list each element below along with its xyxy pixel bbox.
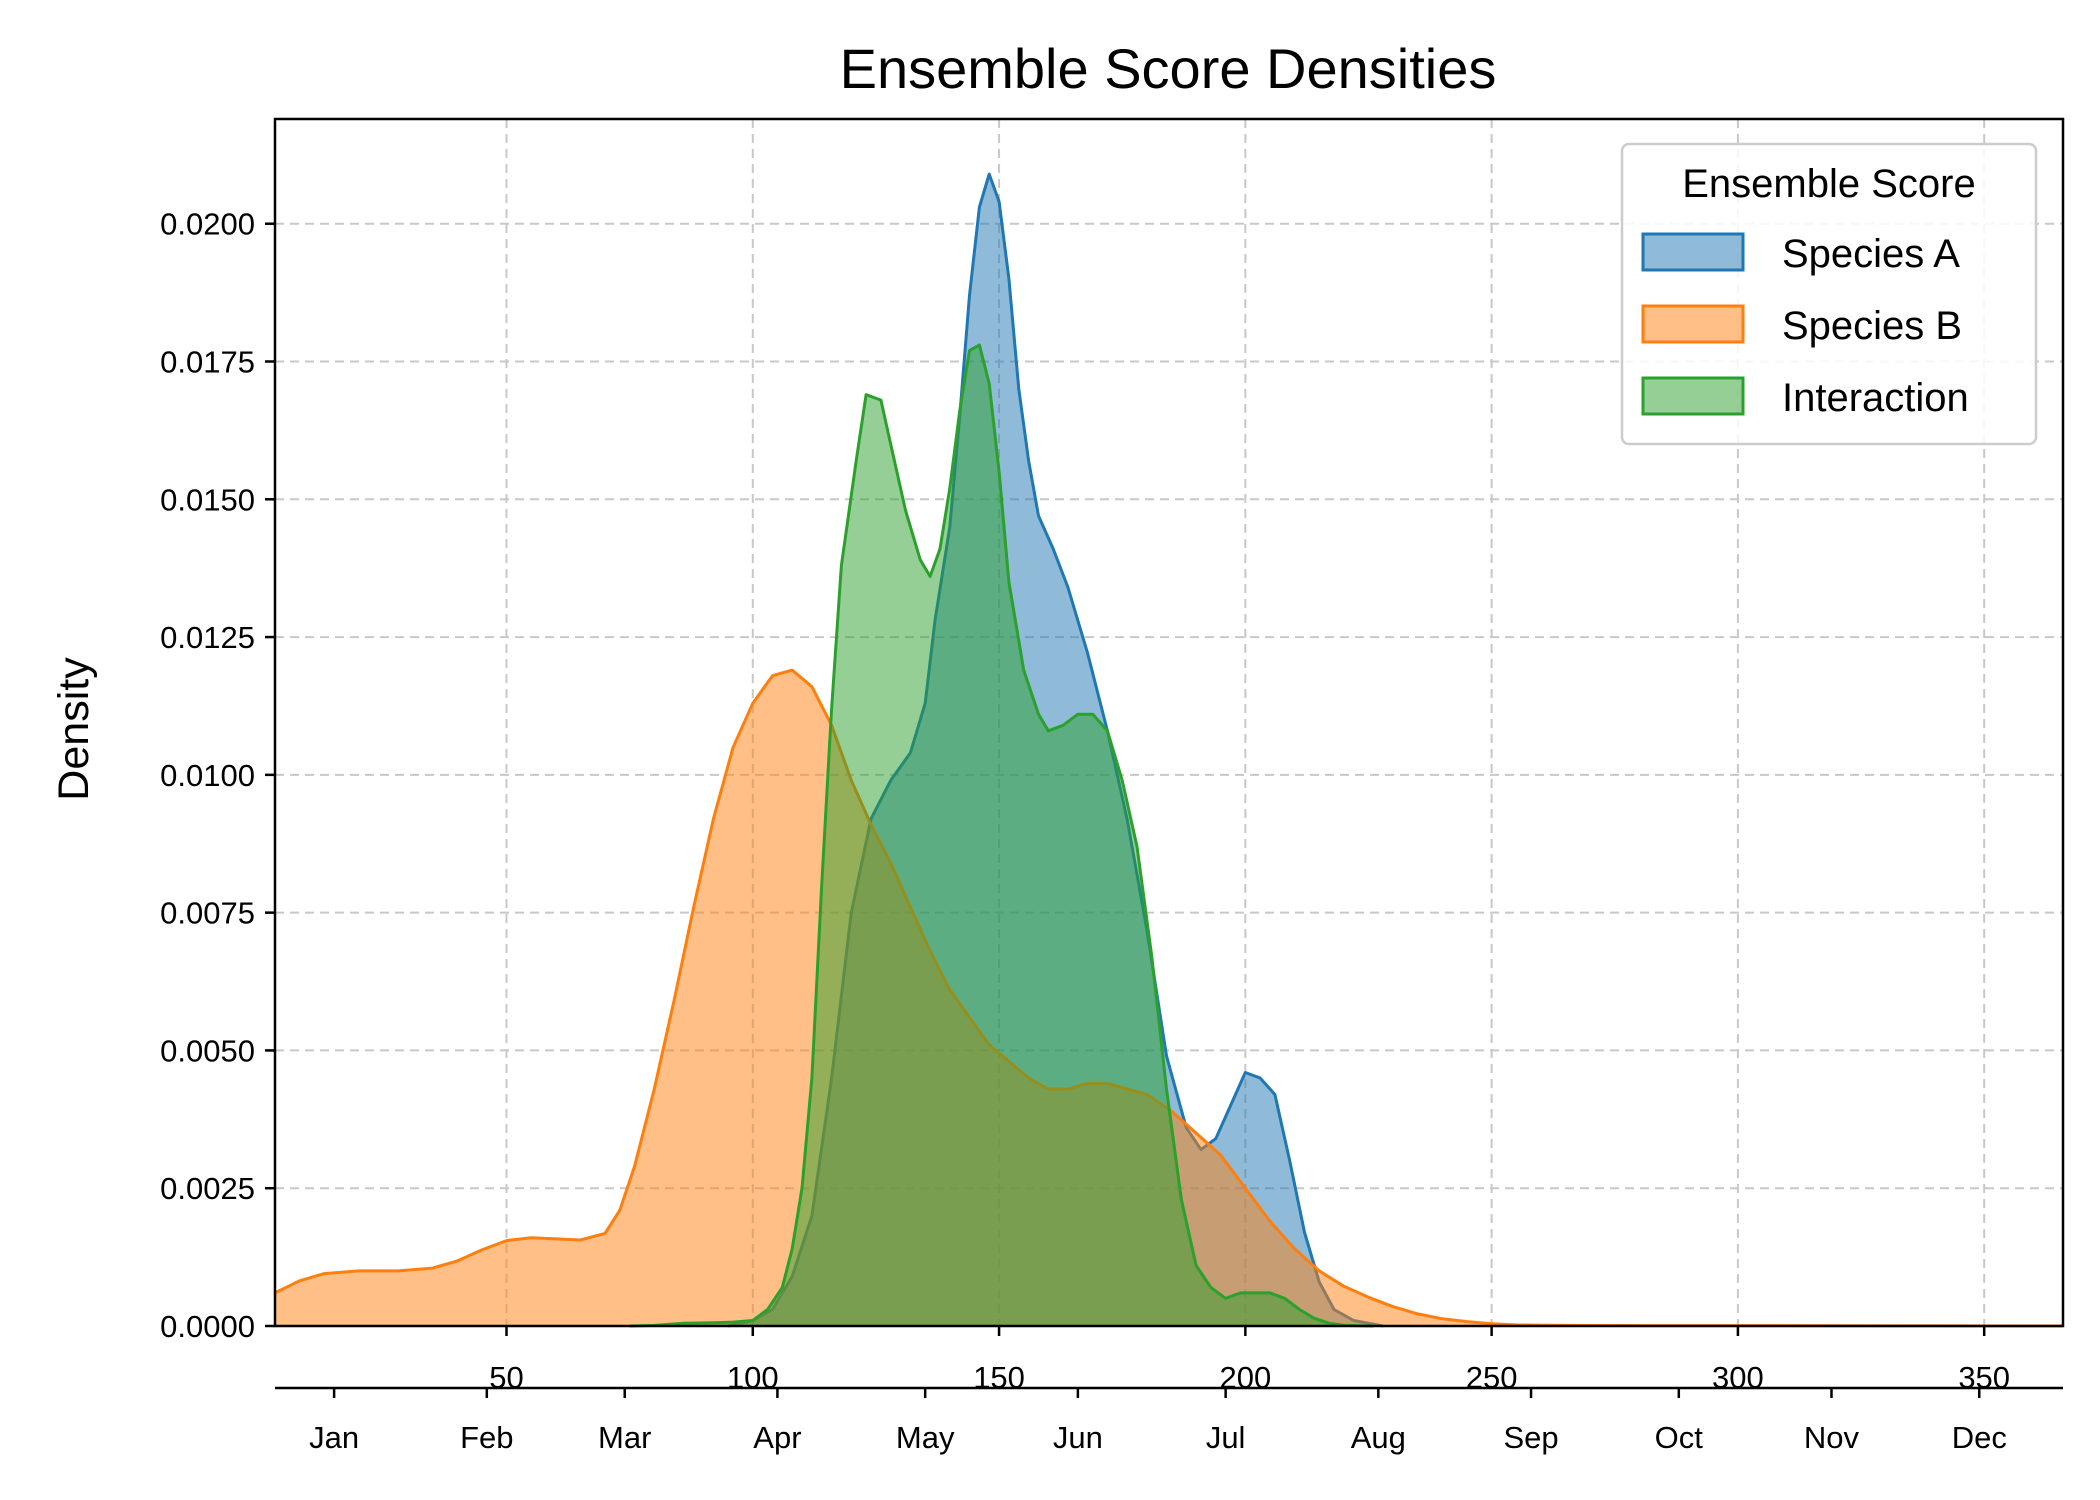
legend-swatch (1641, 376, 1745, 416)
month-axis-ticks: Jan Feb Mar Apr May Jun Jul Aug Sep Oct Nov Dec (309, 1388, 2007, 1455)
y-tick-label: 0.0000 (160, 1309, 255, 1344)
month-tick-label: Feb (460, 1420, 513, 1455)
month-tick-label: Apr (753, 1420, 801, 1455)
series-area-2 (275, 670, 2063, 1326)
legend-swatch (1641, 304, 1745, 344)
legend-box (1620, 142, 2038, 446)
y-axis-ticks: 0.0000 0.0025 0.0050 0.0075 0.0100 0.0125 0.01… (160, 207, 275, 1344)
x-tick-label: 250 (1466, 1360, 1518, 1395)
y-tick-label: 0.0175 (160, 345, 255, 380)
month-tick-label: Dec (1952, 1420, 2007, 1455)
y-tick-label: 0.0150 (160, 482, 255, 517)
month-tick-label: May (896, 1420, 955, 1455)
month-tick-label: Aug (1351, 1420, 1406, 1455)
legend-label: Species A (1782, 232, 1960, 276)
x-tick-label: 100 (727, 1360, 779, 1395)
month-tick-label: Mar (598, 1420, 651, 1455)
legend-label: Interaction (1782, 376, 1969, 420)
y-axis-label: Density (50, 657, 98, 801)
y-tick-label: 0.0075 (160, 896, 255, 931)
x-axis-ticks: 50 100 150 200 250 300 350 (489, 1326, 2010, 1395)
series-line-3 (629, 343, 1374, 1328)
y-tick-label: 0.0050 (160, 1033, 255, 1068)
legend-title: Ensemble Score (1682, 162, 1975, 206)
y-tick-label: 0.0125 (160, 620, 255, 655)
x-tick-label: 200 (1219, 1360, 1271, 1395)
series-layer (274, 172, 2064, 1328)
month-tick-label: Jul (1206, 1420, 1246, 1455)
legend-label: Species B (1782, 304, 1962, 348)
y-tick-label: 0.0200 (160, 207, 255, 242)
legend: Ensemble Score Species A Species B Interac… (1620, 142, 2038, 446)
x-tick-label: 300 (1712, 1360, 1764, 1395)
series-area-3 (629, 345, 1374, 1326)
chart-title: Ensemble Score Densities (840, 37, 1497, 100)
x-tick-label: 350 (1958, 1360, 2010, 1395)
y-tick-label: 0.0025 (160, 1171, 255, 1206)
legend-items: Species A Species B Interaction (1641, 232, 1969, 420)
month-tick-label: Oct (1655, 1420, 1704, 1455)
y-tick-label: 0.0100 (160, 758, 255, 793)
month-tick-label: Sep (1503, 1420, 1558, 1455)
month-tick-label: Jan (309, 1420, 359, 1455)
month-tick-label: Nov (1804, 1420, 1860, 1455)
month-tick-label: Jun (1053, 1420, 1103, 1455)
x-tick-label: 150 (973, 1360, 1025, 1395)
plot-frame (273, 117, 2065, 1328)
x-tick-label: 50 (489, 1360, 523, 1395)
legend-swatch (1641, 232, 1745, 272)
